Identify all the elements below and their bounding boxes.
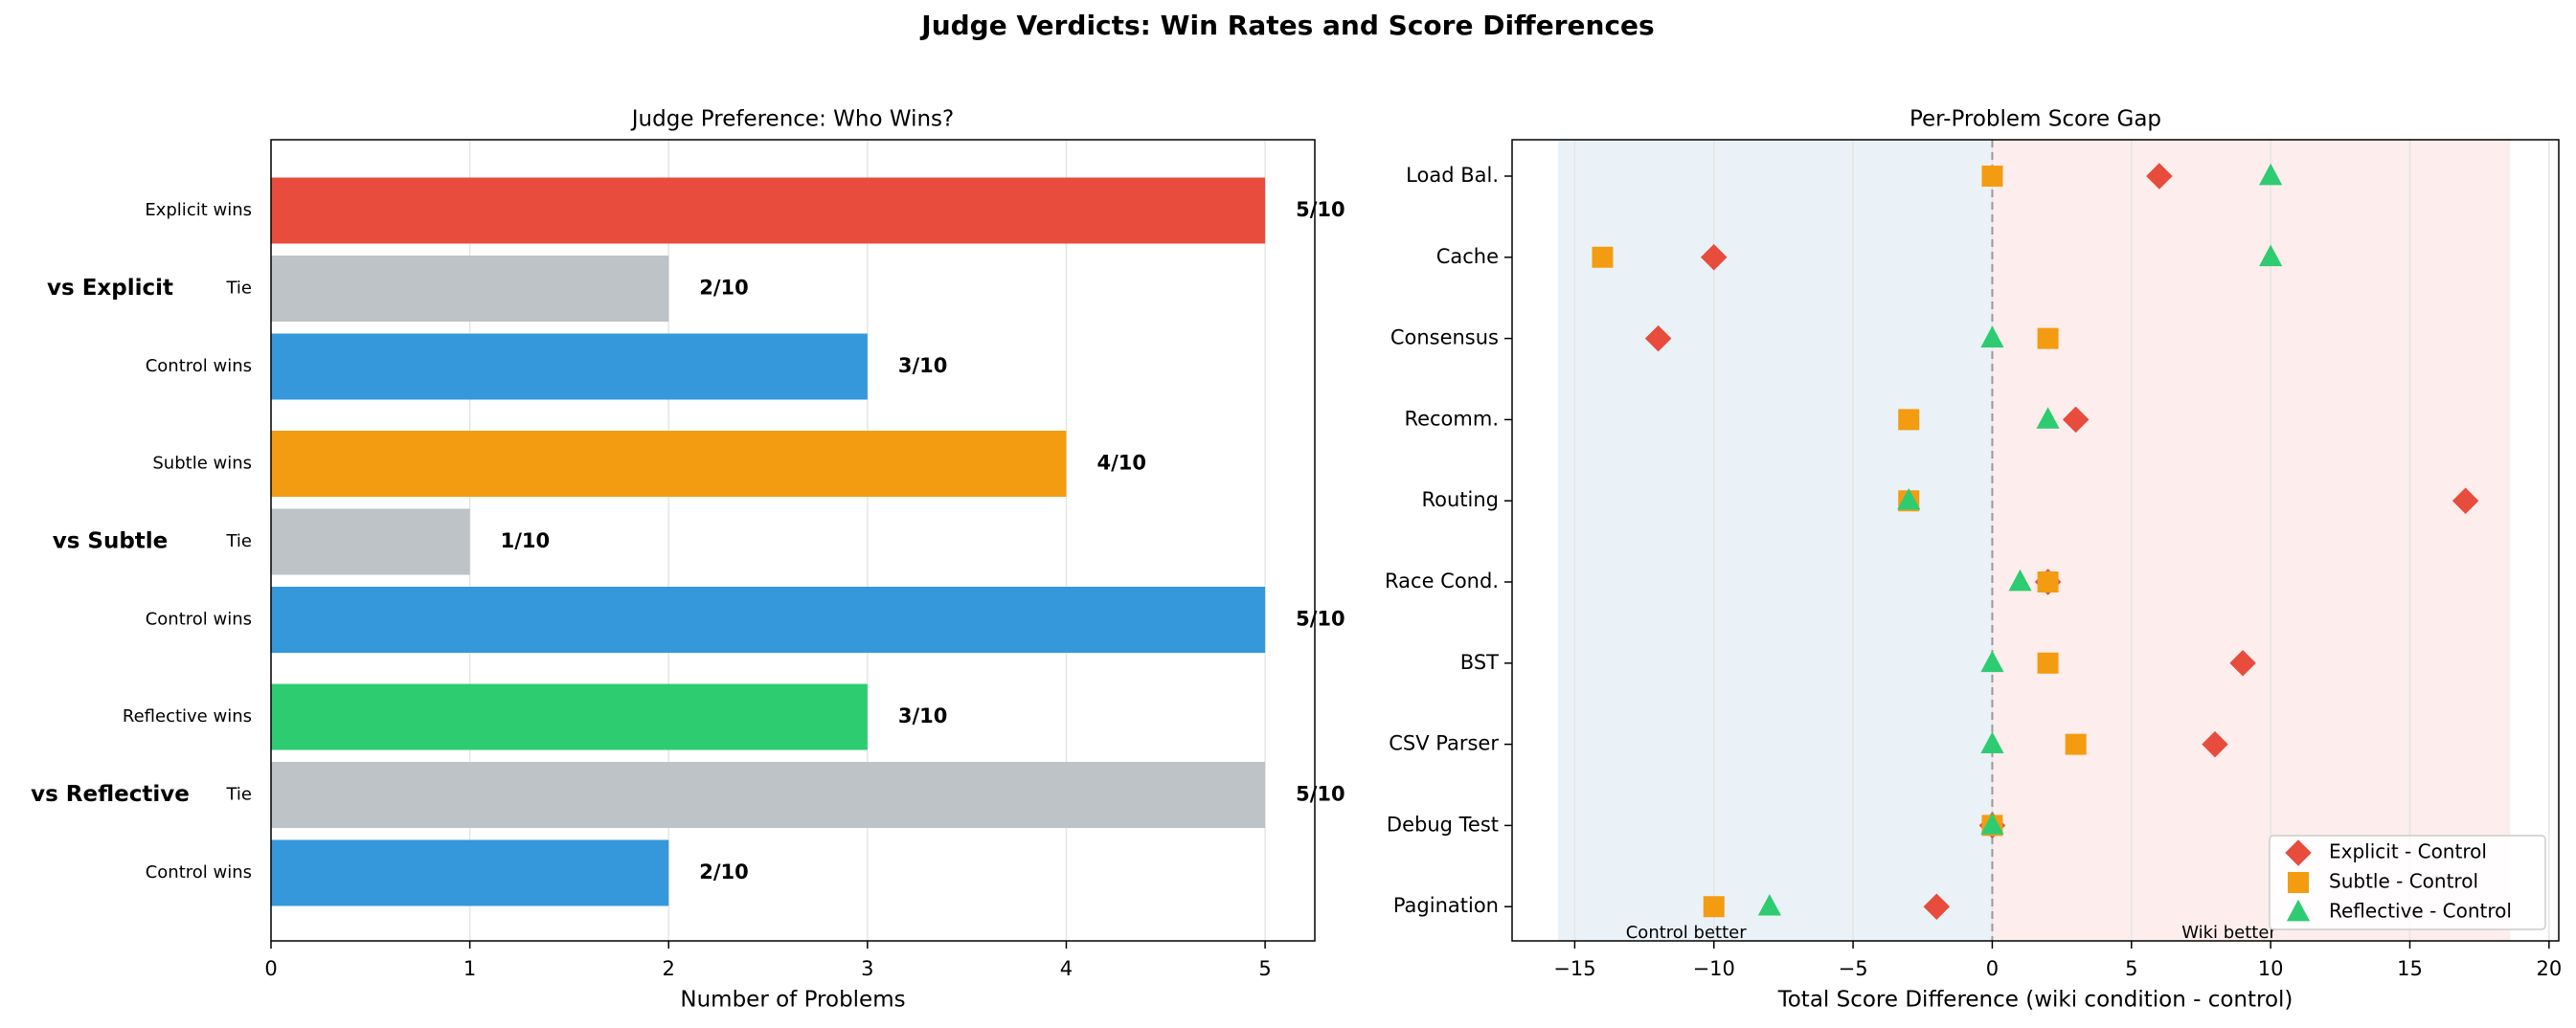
point bbox=[1980, 650, 2004, 673]
bar-value-label: 3/10 bbox=[898, 354, 948, 377]
x-tick-label: 10 bbox=[2258, 957, 2284, 980]
y-tick-label: Debug Test bbox=[1387, 813, 1499, 836]
point bbox=[1703, 896, 1725, 918]
y-tick-label: Pagination bbox=[1393, 894, 1499, 917]
bar bbox=[271, 431, 1067, 497]
x-tick-label: 3 bbox=[861, 957, 873, 980]
bar-category-label: Tie bbox=[225, 785, 252, 805]
x-tick-label: 1 bbox=[463, 957, 476, 980]
bar-category-label: Explicit wins bbox=[145, 200, 252, 220]
figure-title: Judge Verdicts: Win Rates and Score Diff… bbox=[919, 10, 1654, 41]
x-axis-label: Number of Problems bbox=[680, 988, 905, 1013]
legend-marker bbox=[2285, 839, 2312, 866]
legend-marker bbox=[2286, 899, 2311, 922]
bar-category-label: Subtle wins bbox=[152, 454, 252, 474]
legend-label: Explicit - Control bbox=[2329, 840, 2487, 863]
point bbox=[2202, 730, 2228, 758]
point bbox=[1644, 324, 1672, 352]
bar-value-label: 2/10 bbox=[699, 277, 749, 300]
y-tick-label: Race Cond. bbox=[1385, 570, 1499, 592]
legend-marker bbox=[2288, 872, 2309, 893]
bar bbox=[271, 333, 868, 400]
group-label: vs Explicit bbox=[47, 276, 173, 301]
bar bbox=[271, 839, 669, 906]
y-tick-label: Recomm. bbox=[1404, 407, 1499, 430]
shaded-region bbox=[1992, 140, 2511, 941]
region-annotation: Control better bbox=[1626, 923, 1747, 943]
point bbox=[2065, 733, 2087, 755]
bar-value-label: 4/10 bbox=[1096, 452, 1146, 475]
x-tick-label: 0 bbox=[264, 957, 277, 980]
bar-category-label: Reflective wins bbox=[123, 706, 252, 726]
point bbox=[2008, 569, 2032, 592]
point bbox=[2037, 571, 2059, 592]
x-tick-label: 2 bbox=[663, 957, 675, 980]
point bbox=[1923, 893, 1951, 920]
x-tick-label: 4 bbox=[1060, 957, 1073, 980]
bar-value-label: 1/10 bbox=[501, 529, 551, 552]
y-tick-label: Cache bbox=[1436, 245, 1499, 268]
bar bbox=[271, 177, 1266, 244]
shaded-region bbox=[1557, 140, 1993, 941]
bar-value-label: 3/10 bbox=[898, 704, 948, 727]
axes-title: Per-Problem Score Gap bbox=[1909, 107, 2161, 132]
x-tick-label: −5 bbox=[1839, 957, 1868, 980]
y-tick-label: Routing bbox=[1421, 488, 1499, 511]
point bbox=[1981, 166, 2003, 187]
point bbox=[1980, 813, 2004, 835]
bar-category-label: Control wins bbox=[146, 610, 252, 630]
y-tick-label: Consensus bbox=[1390, 326, 1499, 349]
y-tick-label: BST bbox=[1460, 651, 1499, 674]
y-tick-label: Load Bal. bbox=[1406, 164, 1499, 187]
legend-label: Reflective - Control bbox=[2329, 900, 2512, 923]
axes-frame bbox=[270, 139, 1316, 942]
axes-frame bbox=[1511, 139, 2560, 942]
legend-label: Subtle - Control bbox=[2329, 870, 2478, 893]
bar-value-label: 2/10 bbox=[699, 860, 749, 883]
point bbox=[2229, 650, 2256, 677]
point bbox=[1757, 894, 1781, 916]
point bbox=[2259, 244, 2283, 267]
legend-box bbox=[2269, 835, 2546, 930]
point bbox=[2037, 652, 2059, 674]
bar-value-label: 5/10 bbox=[1296, 198, 1345, 221]
axes-title: Judge Preference: Who Wins? bbox=[630, 107, 954, 132]
point bbox=[1897, 488, 1921, 510]
bar bbox=[271, 508, 470, 575]
group-label: vs Subtle bbox=[53, 529, 169, 554]
x-tick-label: 0 bbox=[1986, 957, 1999, 980]
point bbox=[1592, 246, 1614, 268]
x-axis-label: Total Score Difference (wiki condition -… bbox=[1777, 988, 2294, 1013]
bar-category-label: Tie bbox=[225, 279, 252, 299]
point bbox=[2452, 487, 2479, 514]
region-annotation: Wiki better bbox=[2181, 923, 2276, 943]
bar bbox=[271, 256, 669, 322]
point bbox=[2146, 163, 2173, 190]
bar bbox=[271, 587, 1266, 653]
x-tick-label: −15 bbox=[1553, 957, 1595, 980]
bar-category-label: Control wins bbox=[146, 356, 252, 376]
y-tick-label: CSV Parser bbox=[1389, 732, 1499, 755]
point bbox=[2062, 406, 2090, 434]
point bbox=[1980, 325, 2004, 347]
point bbox=[1701, 244, 1728, 271]
group-label: vs Reflective bbox=[31, 782, 190, 807]
x-tick-label: 15 bbox=[2397, 957, 2423, 980]
bar-category-label: Tie bbox=[225, 531, 252, 551]
bar-value-label: 5/10 bbox=[1296, 608, 1345, 631]
x-tick-label: 5 bbox=[2125, 957, 2137, 980]
bar bbox=[271, 762, 1266, 828]
x-tick-label: −10 bbox=[1693, 957, 1735, 980]
x-tick-label: 20 bbox=[2536, 957, 2562, 980]
point bbox=[2036, 407, 2060, 429]
bar-category-label: Control wins bbox=[146, 862, 252, 883]
point bbox=[1980, 731, 2004, 753]
point bbox=[2259, 163, 2283, 186]
point bbox=[2037, 327, 2059, 349]
bar-value-label: 5/10 bbox=[1296, 783, 1345, 806]
x-tick-label: 5 bbox=[1258, 957, 1271, 980]
point bbox=[1898, 409, 1920, 431]
bar bbox=[271, 683, 868, 750]
